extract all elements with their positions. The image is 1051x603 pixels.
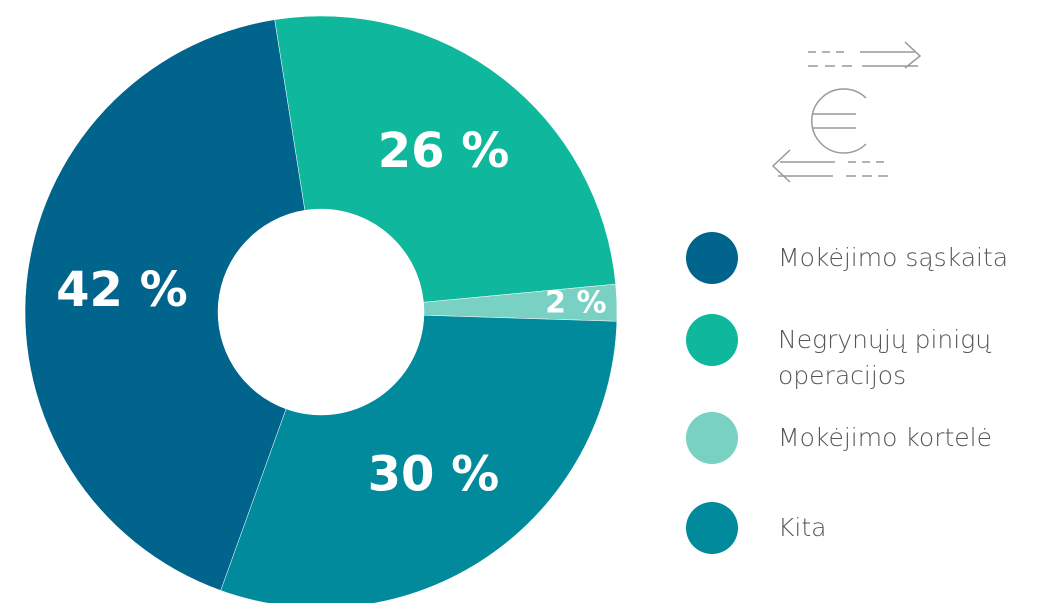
value-label: 26 %: [378, 123, 510, 179]
slice: [24, 19, 306, 591]
slice: [220, 314, 618, 603]
legend-label: Kita: [778, 513, 827, 542]
euro-icon: [771, 41, 922, 183]
slice: [274, 15, 616, 303]
legend-swatch: [686, 502, 738, 554]
value-label: 2 %: [545, 285, 606, 320]
value-label: 30 %: [368, 446, 500, 502]
legend-label: Negrynųjų pinigų operacijos: [778, 325, 992, 390]
legend-swatch: [686, 314, 738, 366]
legend-label: Mokėjimo kortelė: [778, 423, 992, 452]
value-label: 42 %: [56, 262, 188, 318]
legend-label: Mokėjimo sąskaita: [778, 243, 1009, 272]
legend-swatch: [686, 412, 738, 464]
legend-swatch: [686, 232, 738, 284]
